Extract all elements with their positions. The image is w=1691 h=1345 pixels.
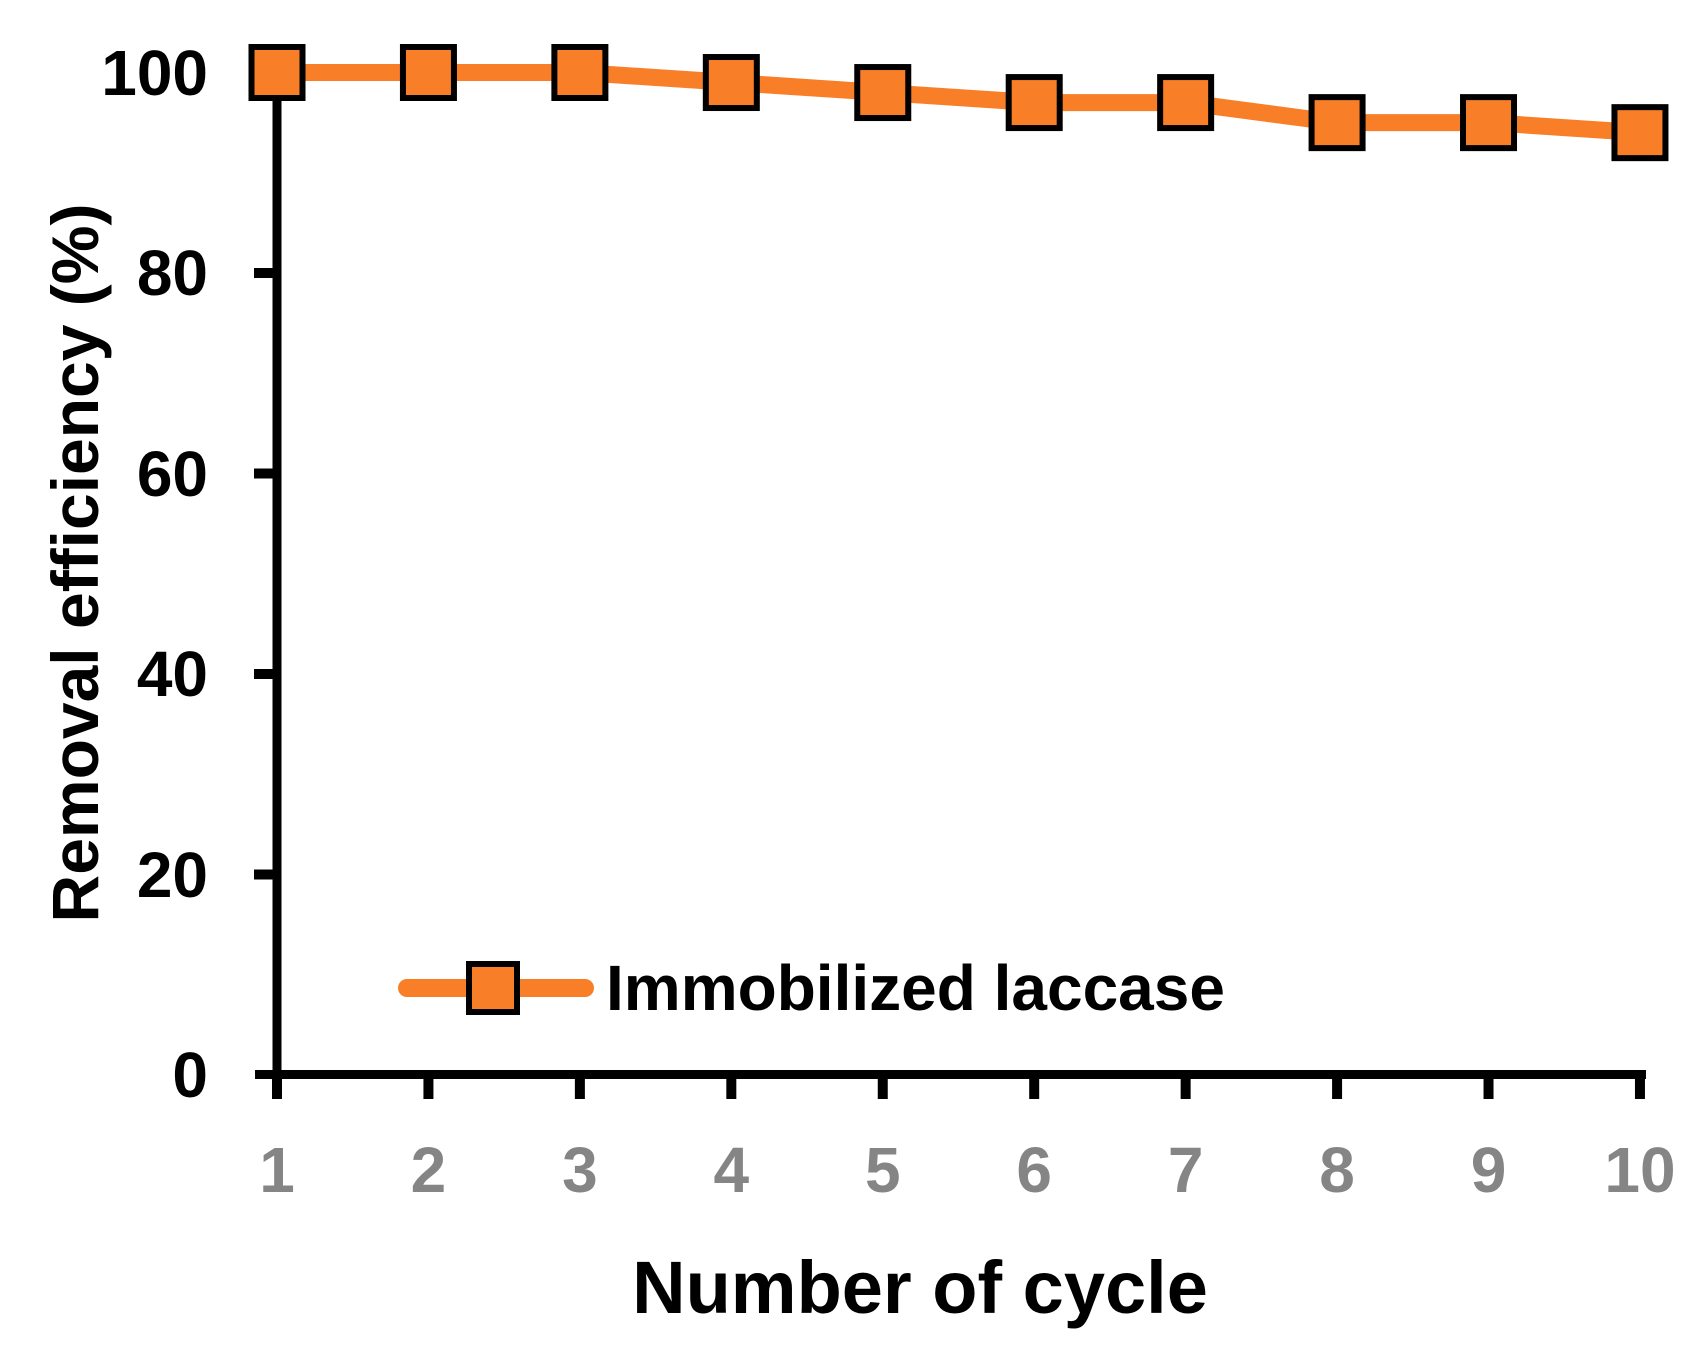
data-point-marker <box>1005 74 1063 132</box>
y-tick-label: 0 <box>172 1039 208 1111</box>
y-axis-title: Removal efficiency (%) <box>38 203 112 923</box>
x-tick-label: 3 <box>562 1134 598 1206</box>
data-point-marker <box>551 44 609 101</box>
x-tick-label: 1 <box>259 1134 295 1206</box>
legend: Immobilized laccase <box>398 953 1225 1023</box>
x-tick-label: 7 <box>1167 1134 1204 1206</box>
x-tick-label: 9 <box>1470 1134 1507 1206</box>
x-tick-label: 2 <box>410 1134 447 1206</box>
legend-series-swatch-icon <box>398 961 594 1015</box>
x-tick-label: 6 <box>1016 1134 1052 1206</box>
y-tick-label: 20 <box>136 838 208 911</box>
data-point-marker <box>1460 94 1518 152</box>
data-point-marker <box>399 44 457 101</box>
data-point-marker <box>702 54 760 112</box>
data-point-marker <box>248 44 306 101</box>
x-axis-title: Number of cycle <box>632 1246 1208 1329</box>
x-tick-label: 5 <box>864 1134 901 1206</box>
legend-label: Immobilized laccase <box>606 952 1225 1024</box>
y-tick-label: 100 <box>101 36 208 109</box>
y-tick-label: 60 <box>136 437 208 510</box>
y-tick-label: 40 <box>136 638 208 710</box>
data-point-marker <box>854 64 912 122</box>
data-point-marker <box>1308 94 1366 152</box>
legend-marker-icon <box>466 961 520 1015</box>
x-tick-label: 4 <box>713 1134 750 1206</box>
x-tick-label: 8 <box>1319 1134 1355 1206</box>
y-tick-label: 80 <box>136 237 208 309</box>
series-line <box>268 64 1649 142</box>
x-tick-label: 10 <box>1604 1134 1676 1206</box>
data-point-marker <box>1157 74 1215 132</box>
data-point-marker <box>1611 104 1669 162</box>
